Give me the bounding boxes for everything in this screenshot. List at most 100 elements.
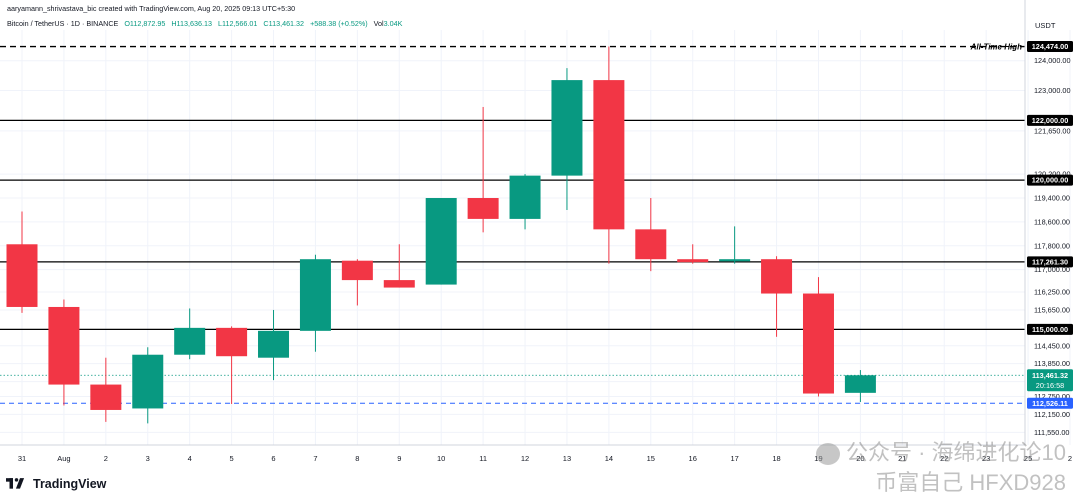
- ohlc-legend: Bitcoin / TetherUS · 1D · BINANCE O112,8…: [7, 19, 406, 28]
- price-tick-label: 117,000.00: [1034, 265, 1070, 274]
- price-tick-label: 113,850.00: [1034, 359, 1070, 368]
- candle-body: [48, 306, 80, 385]
- price-tick-label: 117,800.00: [1034, 241, 1070, 250]
- time-tick-label: 23: [982, 454, 990, 463]
- time-tick-label: 31: [18, 454, 26, 463]
- time-tick-label: 21: [898, 454, 906, 463]
- candle-body: [761, 259, 793, 294]
- candle-body: [132, 354, 164, 409]
- level-price-label: 124,474.00: [1032, 42, 1069, 51]
- level-price-tag: [1027, 114, 1073, 126]
- candle-body: [383, 280, 415, 288]
- time-tick-label: 2: [1068, 454, 1072, 463]
- time-tick-label: 14: [605, 454, 613, 463]
- time-tick-label: 2: [104, 454, 108, 463]
- horizontal-levels: All-Time High: [0, 43, 1025, 404]
- candle-body: [802, 293, 834, 394]
- price-tick-label: 121,650.00: [1034, 126, 1071, 135]
- price-tick-label: 124,000.00: [1034, 56, 1071, 65]
- volume-value: 3.04K: [383, 19, 403, 28]
- time-tick-label: 18: [772, 454, 780, 463]
- price-tick-label: 115,650.00: [1034, 305, 1070, 314]
- time-tick-label: 25: [1024, 454, 1032, 463]
- symbol-label[interactable]: Bitcoin / TetherUS · 1D · BINANCE: [7, 19, 119, 28]
- countdown-label: 20:16:58: [1036, 381, 1064, 390]
- candle-body: [174, 327, 206, 355]
- level-price-tag: [1027, 41, 1073, 53]
- tradingview-brand[interactable]: TradingView: [6, 477, 106, 491]
- time-tick-label: 9: [397, 454, 401, 463]
- time-tick-label: 7: [313, 454, 317, 463]
- time-tick-label: 5: [230, 454, 234, 463]
- level-price-label: 117,261.30: [1032, 257, 1068, 266]
- time-tick-label: 20: [856, 454, 864, 463]
- time-tick-label: 22: [940, 454, 948, 463]
- wechat-icon: [815, 443, 840, 466]
- currency-label: USDT: [1035, 21, 1056, 30]
- candle-body: [258, 330, 290, 358]
- level-price-tag: [1027, 256, 1073, 268]
- candle-body: [341, 260, 373, 281]
- time-tick-label: 17: [730, 454, 738, 463]
- time-tick-label: 10: [437, 454, 445, 463]
- time-tick-label: 12: [521, 454, 529, 463]
- candle-body: [719, 259, 751, 262]
- level-price-tag: [1027, 397, 1073, 409]
- price-tick-label: 118,600.00: [1034, 217, 1070, 226]
- volume-label: Vol: [373, 19, 384, 28]
- time-tick-label: 11: [479, 454, 487, 463]
- time-tick-label: 4: [188, 454, 192, 463]
- time-tick-label: 16: [689, 454, 697, 463]
- level-annotation: All-Time High: [970, 43, 1023, 52]
- candle-body: [635, 229, 667, 260]
- brand-name: TradingView: [33, 477, 107, 491]
- level-price-tag: [1027, 174, 1073, 186]
- candle-body: [216, 327, 248, 357]
- level-price-label: 115,000.00: [1032, 325, 1068, 334]
- watermark: 公众号 · 海绵进化论10 币富自己 HFXD928: [815, 438, 1066, 498]
- level-price-tag: [1027, 323, 1073, 335]
- time-tick-label: 15: [647, 454, 655, 463]
- candle-body: [425, 198, 457, 285]
- time-tick-label: 6: [271, 454, 275, 463]
- time-tick-label: 13: [563, 454, 571, 463]
- candle-body: [467, 198, 499, 219]
- candle-body: [299, 259, 331, 331]
- candle-body: [844, 375, 876, 393]
- high-value: H113,636.13: [171, 19, 212, 28]
- candle-body: [90, 384, 122, 410]
- watermark-line1: 公众号 · 海绵进化论10: [845, 440, 1066, 465]
- price-tick-label: 120,200.00: [1034, 170, 1071, 179]
- price-axis: 124,000.00 123,000.00 121,650.00 120,200.00…: [1024, 0, 1073, 445]
- chart-attribution: aaryamann_shrivastava_bic created with T…: [7, 4, 296, 13]
- price-tick-label: 116,250.00: [1034, 288, 1070, 297]
- price-tick-label: 114,450.00: [1034, 341, 1070, 350]
- time-axis: 31Aug23456789101112131415161718192021222…: [0, 444, 1072, 463]
- low-value: L112,566.01: [217, 19, 258, 28]
- tradingview-logo-icon: [6, 478, 25, 489]
- candle-body: [509, 175, 541, 219]
- price-tick-label: 111,550.00: [1034, 428, 1069, 437]
- last-price-tag: [1027, 369, 1073, 392]
- candle-body: [551, 80, 583, 176]
- watermark-line2: 币富自己 HFXD928: [875, 470, 1066, 495]
- candle-body: [6, 244, 38, 307]
- time-tick-label: Aug: [57, 454, 70, 463]
- level-price-label: 122,000.00: [1032, 116, 1069, 125]
- time-tick-label: 8: [355, 454, 359, 463]
- price-tick-label: 123,000.00: [1034, 86, 1071, 95]
- last-price-label: 113,461.32: [1032, 371, 1068, 380]
- open-value: O112,872.95: [124, 19, 166, 28]
- price-tick-label: 119,400.00: [1034, 194, 1070, 203]
- change-value: +588.38 (+0.52%): [310, 19, 368, 28]
- level-price-label: 120,000.00: [1032, 176, 1069, 185]
- time-tick-label: 3: [146, 454, 150, 463]
- price-tick-label: 112,750.00: [1034, 392, 1070, 401]
- price-tick-label: 112,150.00: [1034, 410, 1070, 419]
- candle-body: [677, 259, 709, 263]
- candles: [6, 46, 876, 424]
- candle-body: [593, 80, 625, 230]
- level-price-label: 112,526.11: [1032, 399, 1068, 408]
- close-value: C113,461.32: [263, 19, 305, 28]
